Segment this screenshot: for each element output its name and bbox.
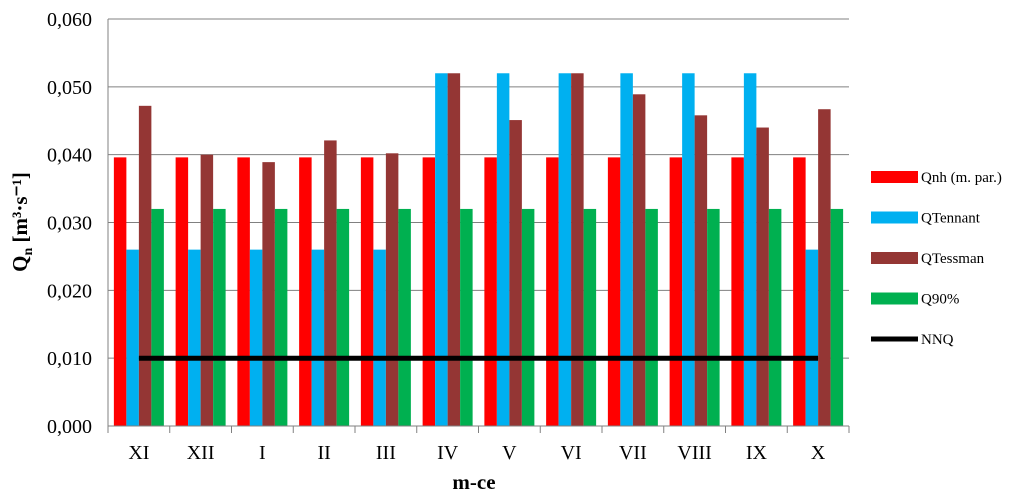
- bar-qtessman: [632, 94, 646, 427]
- bar-qtessman: [509, 120, 522, 427]
- legend-label-qtessman: QTessman: [921, 251, 985, 267]
- x-tick-label: IV: [437, 442, 459, 464]
- bar-q90: [583, 208, 597, 426]
- bar-qtessman: [200, 154, 214, 426]
- x-tick-label: I: [259, 442, 266, 464]
- legend-label-qnh-m-par: Qnh (m. par.): [921, 170, 1002, 186]
- bar-q90: [521, 208, 535, 426]
- y-tick-label: 0,010: [47, 348, 92, 370]
- bar-q90: [645, 208, 658, 426]
- bar-qnh-m-par: [237, 157, 250, 426]
- y-tick-label: 0,040: [47, 145, 92, 167]
- bar-qtennant: [188, 249, 201, 426]
- bar-q90: [768, 208, 782, 426]
- legend-swatch-qtessman: [871, 252, 918, 264]
- bar-qtessman: [324, 140, 337, 426]
- x-tick-label: VII: [619, 442, 647, 464]
- bar-q90: [213, 208, 226, 426]
- bar-qtennant: [682, 73, 695, 427]
- x-tick-label: IX: [746, 442, 768, 464]
- y-tick-label: 0,020: [47, 280, 92, 302]
- bar-q90: [707, 208, 720, 426]
- x-tick-label: V: [502, 442, 517, 464]
- bar-qnh-m-par: [607, 157, 621, 426]
- y-axis-title-sub: n: [21, 248, 36, 256]
- legend-swatch-q90: [871, 292, 918, 305]
- bar-qtessman: [756, 127, 769, 427]
- bar-qnh-m-par: [175, 157, 189, 426]
- legend-label-nnq: NNQ: [921, 332, 954, 348]
- y-axis-title-main: Q: [8, 256, 32, 272]
- y-tick-label: 0,060: [47, 9, 92, 31]
- y-tick-label: 0,030: [47, 213, 92, 235]
- legend-swatch-qtennant: [871, 211, 918, 224]
- y-axis-title: Qn [m³·s⁻¹]: [8, 172, 36, 272]
- bar-qtennant: [496, 73, 510, 427]
- x-tick-label: III: [376, 442, 396, 464]
- y-tick-label: 0,050: [47, 77, 92, 99]
- bar-qtennant: [126, 249, 139, 426]
- x-tick-label: XII: [187, 442, 215, 464]
- bar-qtessman: [694, 115, 708, 426]
- x-tick-label: X: [811, 442, 826, 464]
- x-axis-title: m-ce: [452, 470, 495, 494]
- y-axis-title-unit: [m³·s⁻¹]: [8, 172, 32, 248]
- bar-q90: [460, 208, 473, 426]
- bar-qtessman: [138, 105, 152, 427]
- x-tick-label: VI: [561, 442, 582, 464]
- y-tick-labels: 0,000 0,010 0,020 0,030 0,040 0,050 0,060: [47, 9, 92, 438]
- bar-qtessman: [571, 73, 584, 427]
- bar-qtennant: [311, 249, 325, 426]
- bar-qtennant: [435, 73, 448, 427]
- bar-qtessman: [818, 109, 831, 427]
- bar-qnh-m-par: [731, 157, 744, 426]
- y-tick-label: 0,000: [47, 416, 92, 438]
- bar-qtessman: [262, 162, 275, 426]
- bar-qnh-m-par: [484, 157, 497, 426]
- bar-qtennant: [805, 249, 819, 426]
- legend-label-q90: Q90%: [921, 292, 959, 308]
- bar-qtessman: [447, 73, 461, 427]
- bar-qnh-m-par: [422, 157, 436, 426]
- bar-qtennant: [620, 73, 633, 427]
- bar-q90: [274, 208, 288, 426]
- x-tick-labels: XI XII I II III IV V VI VII VIII IX X: [128, 442, 826, 464]
- bar-q90: [830, 208, 844, 426]
- bar-qnh-m-par: [669, 157, 683, 426]
- bar-qtennant: [373, 249, 386, 426]
- legend-label-qtennant: QTennant: [921, 211, 981, 227]
- bar-qnh-m-par: [299, 157, 312, 426]
- bar-qtennant: [558, 73, 572, 427]
- bar-qnh-m-par: [113, 157, 127, 426]
- x-tick-label: II: [317, 442, 330, 464]
- x-tick-label: XI: [128, 442, 149, 464]
- legend-swatch-qnh-m-par: [871, 171, 918, 183]
- bar-qnh-m-par: [360, 157, 374, 426]
- axes: [107, 19, 850, 433]
- bar-qtennant: [743, 73, 757, 427]
- bar-q90: [398, 208, 411, 426]
- legend: Qnh (m. par.) QTennant QTessman Q90% NNQ: [871, 170, 1002, 348]
- bar-qtessman: [385, 153, 399, 426]
- bar-qnh-m-par: [793, 157, 806, 426]
- bar-qtennant: [249, 249, 263, 426]
- bars: [113, 73, 844, 427]
- bar-qnh-m-par: [546, 157, 559, 426]
- bar-q90: [151, 208, 164, 426]
- bar-q90: [336, 208, 350, 426]
- x-tick-label: VIII: [677, 442, 711, 464]
